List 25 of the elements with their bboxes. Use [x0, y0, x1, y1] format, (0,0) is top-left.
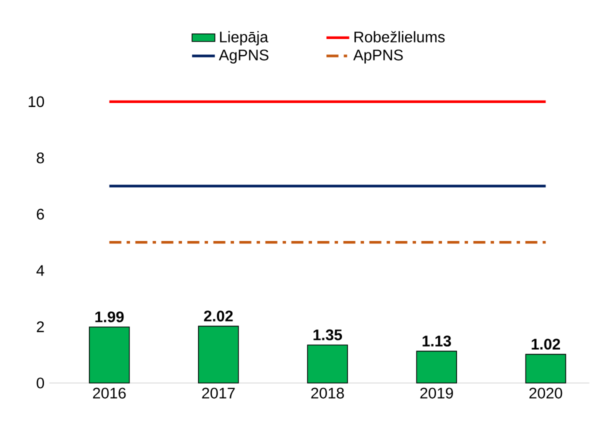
data-label: 1.99 [95, 311, 124, 322]
y-tick-label: 0 [36, 378, 44, 388]
legend-label: Liepāja [220, 31, 268, 46]
data-label: 1.02 [532, 338, 560, 350]
data-label: 1.13 [422, 336, 451, 346]
x-tick-label: 2018 [311, 388, 344, 399]
x-tick-label: 2016 [93, 388, 126, 399]
bar [525, 354, 566, 384]
y-tick-label: 4 [36, 265, 44, 276]
data-label: 1.35 [314, 329, 342, 340]
y-tick-label: 2 [36, 321, 44, 332]
y-tick-label: 8 [36, 152, 44, 164]
data-label: 2.02 [204, 310, 233, 322]
bar [88, 326, 130, 384]
bar [307, 344, 348, 384]
y-tick-label: 10 [28, 96, 44, 108]
x-tick-label: 2017 [202, 388, 235, 399]
legend-label: Robežlielums [354, 31, 445, 42]
legend-label: ApPNS [353, 50, 403, 64]
legend-label: AgPNS [218, 50, 268, 64]
bar [198, 326, 239, 384]
y-tick-label: 6 [36, 208, 44, 220]
x-tick-label: 2020 [529, 388, 562, 399]
x-tick-label: 2019 [420, 388, 453, 399]
bar [416, 350, 458, 384]
